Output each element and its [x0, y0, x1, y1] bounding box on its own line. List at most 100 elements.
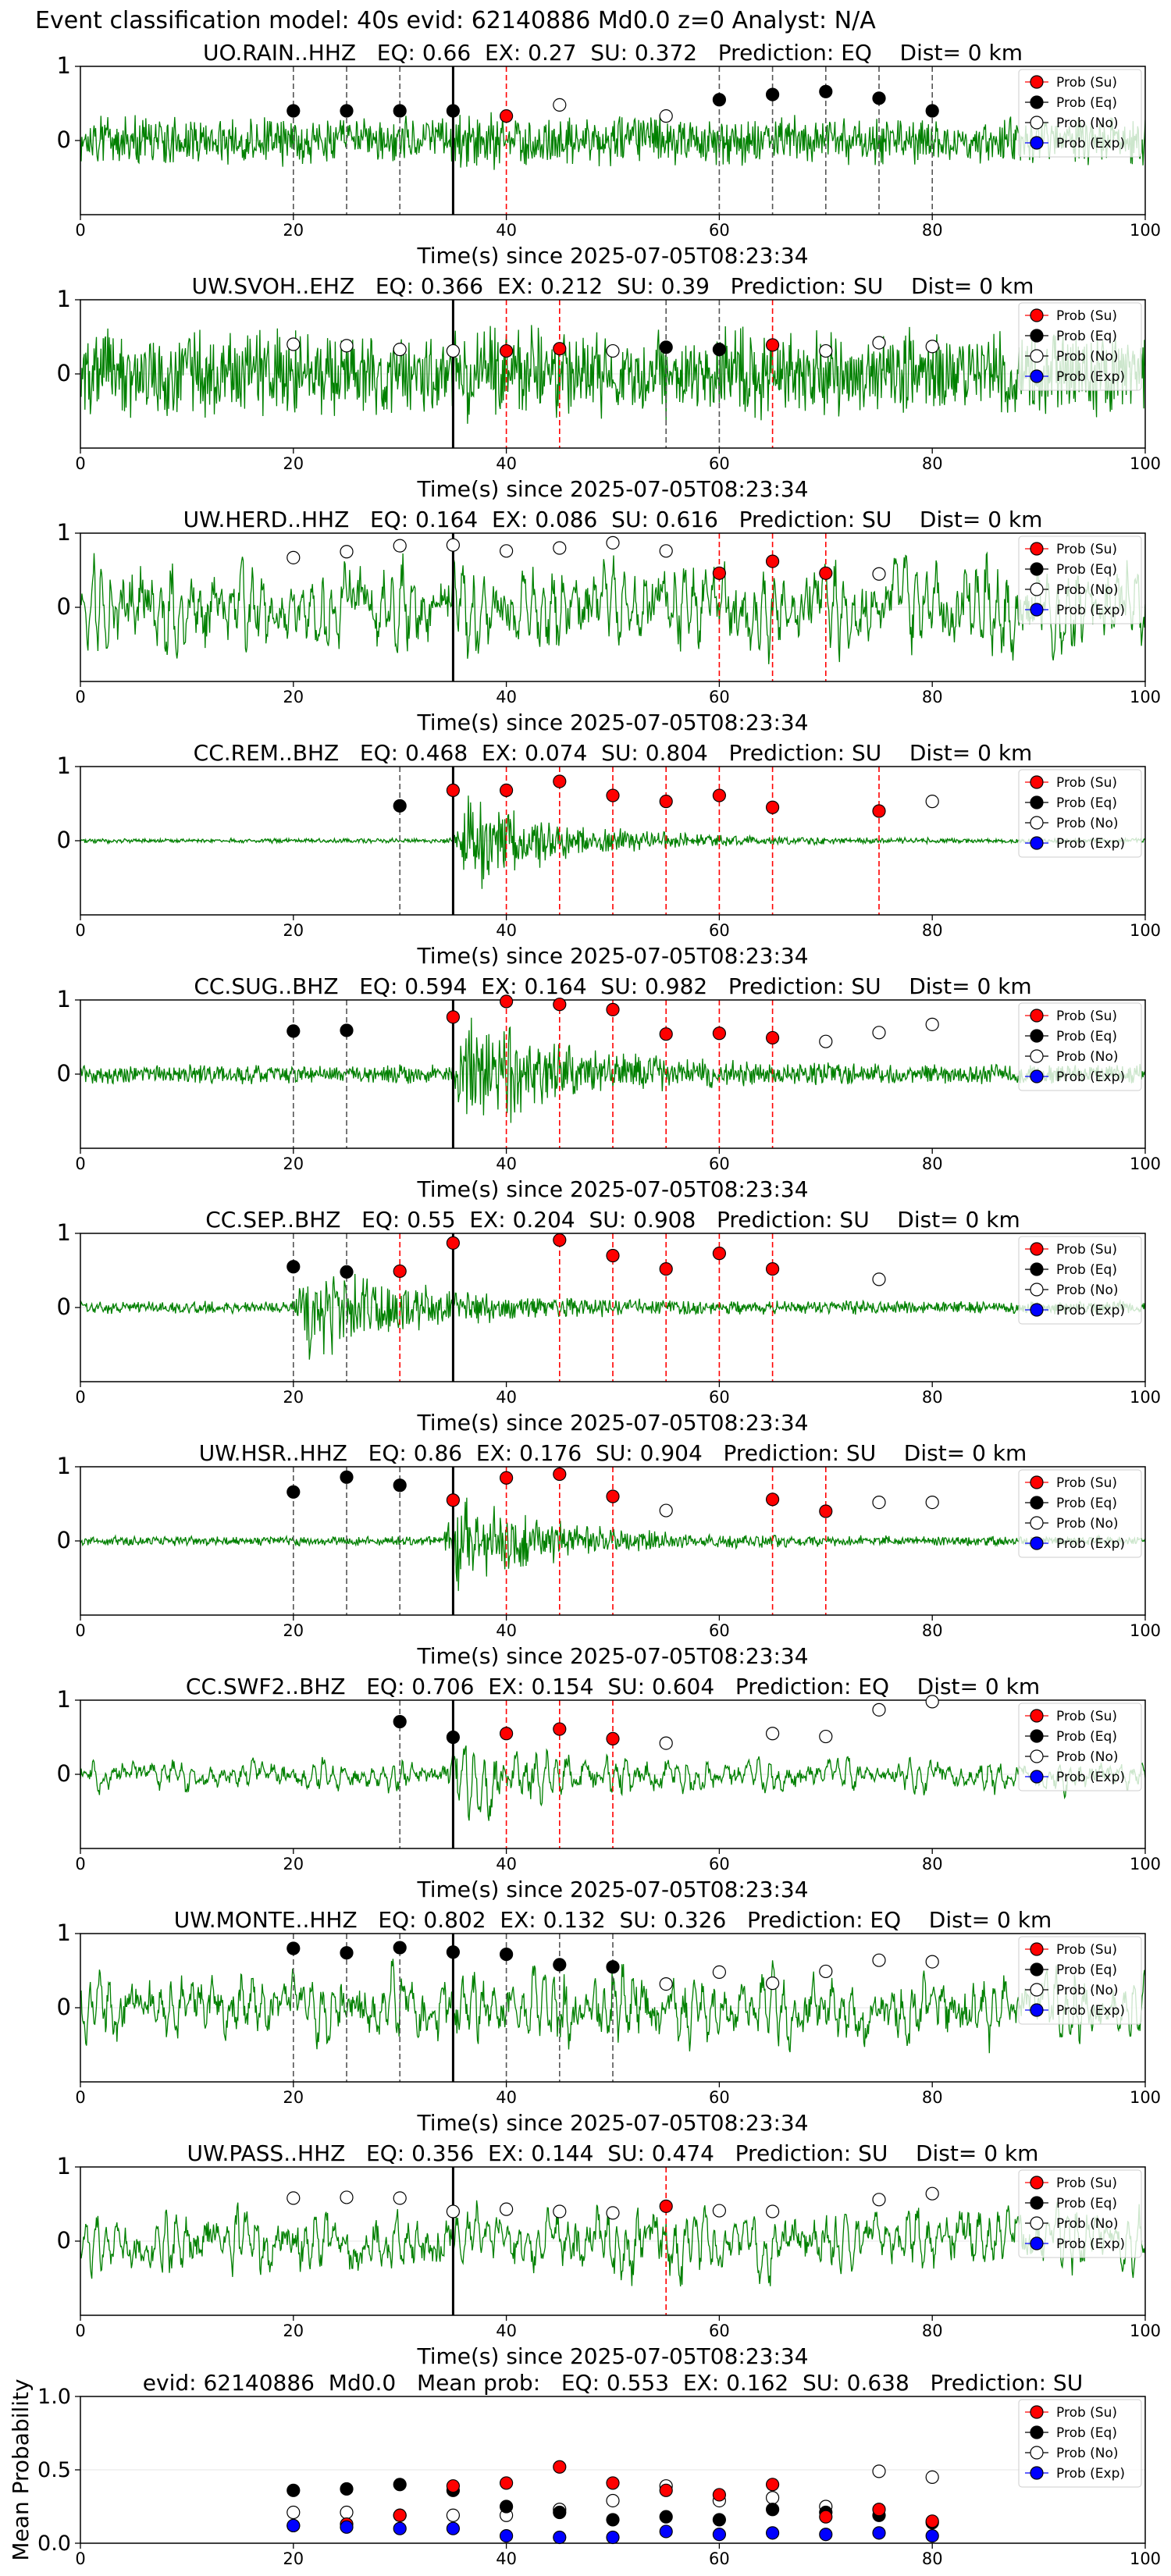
legend-label: Prob (Exp) — [1056, 1303, 1125, 1318]
x-tick-label: 100 — [1130, 1855, 1161, 1873]
prob-point-no — [606, 343, 620, 358]
mean-prob-point-su — [606, 2476, 620, 2490]
x-tick-label: 100 — [1130, 688, 1161, 706]
prob-point-su — [499, 1727, 514, 1741]
legend: Prob (Su) Prob (Eq) Prob (No) Prob (Exp) — [1018, 535, 1142, 624]
prob-point-no — [819, 1729, 833, 1744]
mean-prob-point-exp — [606, 2530, 620, 2545]
subplot-4: 0 20 40 60 80 100 0 1 CC.REM..BHZ EQ: 0.468 EX: … — [57, 740, 1162, 969]
mean-prob-point-eq — [287, 2483, 301, 2497]
prob-point-no — [872, 1703, 886, 1717]
legend-marker-eq — [1030, 1262, 1044, 1276]
subplot-5: 0 20 40 60 80 100 0 1 CC.SUG..BHZ EQ: 0.594 EX: … — [57, 973, 1162, 1202]
legend-label: Prob (Eq) — [1056, 562, 1117, 578]
probability-points — [287, 1467, 939, 1518]
waveform-trace — [80, 325, 1145, 424]
prob-point-su — [712, 1247, 727, 1261]
prob-point-su — [659, 795, 673, 809]
legend-label: Prob (Eq) — [1056, 1029, 1117, 1044]
prob-point-su — [712, 566, 727, 580]
legend-box — [1018, 302, 1142, 391]
x-tick-label: 0 — [75, 2322, 85, 2340]
legend-marker-eq — [1030, 562, 1044, 576]
prob-point-su — [606, 1002, 620, 1016]
mean-prob-point-no — [287, 2505, 301, 2520]
x-tick-label: 20 — [283, 1155, 304, 1173]
legend-label: Prob (Eq) — [1056, 329, 1117, 344]
y-tick-label: 1 — [57, 52, 71, 79]
mean-prob-point-eq — [393, 2478, 407, 2492]
y-tick-label: 1.0 — [37, 2385, 71, 2409]
y-tick-label: 1 — [57, 986, 71, 1012]
legend-box — [1018, 769, 1142, 858]
y-tick-label: 0 — [57, 1060, 71, 1087]
y-axis-label: Mean Probability — [8, 2379, 34, 2560]
y-tick-label: 0 — [57, 1527, 71, 1553]
legend-label: Prob (Eq) — [1056, 1729, 1117, 1745]
prob-point-su — [872, 804, 886, 818]
waveform-trace — [80, 551, 1145, 664]
probability-points — [287, 336, 939, 358]
prob-point-no — [765, 1727, 780, 1741]
legend: Prob (Su) Prob (Eq) Prob (No) Prob (Exp) — [1018, 769, 1142, 858]
prob-point-su — [499, 994, 514, 1009]
y-tick-label: 1 — [57, 519, 71, 546]
y-tick-label: 1 — [57, 2153, 71, 2179]
legend-label: Prob (Exp) — [1056, 2466, 1125, 2482]
prob-point-no — [446, 2204, 461, 2218]
legend-label: Prob (Su) — [1056, 1009, 1117, 1024]
x-tick-label: 80 — [922, 2549, 943, 2568]
mean-prob-point-no — [446, 2508, 461, 2522]
prob-point-eq — [712, 93, 727, 107]
x-tick-label: 80 — [922, 2322, 943, 2340]
mean-prob-point-su — [659, 2483, 673, 2497]
prob-point-eq — [340, 1470, 354, 1484]
legend-label: Prob (Su) — [1056, 1942, 1117, 1958]
prob-point-eq — [287, 1024, 301, 1038]
legend-label: Prob (No) — [1056, 582, 1119, 598]
probability-points — [287, 1233, 886, 1286]
legend-label: Prob (Su) — [1056, 775, 1117, 791]
prob-point-eq — [393, 1478, 407, 1493]
y-tick-label: 0 — [57, 593, 71, 620]
legend-marker-no — [1030, 816, 1044, 830]
legend-marker-no — [1030, 1516, 1044, 1530]
x-tick-label: 100 — [1130, 921, 1161, 940]
x-tick-label: 40 — [496, 921, 517, 940]
prob-point-eq — [287, 1260, 301, 1274]
legend-label: Prob (Su) — [1056, 75, 1117, 91]
prob-point-no — [287, 550, 301, 564]
legend-marker-su — [1030, 1709, 1044, 1723]
prob-point-su — [765, 554, 780, 568]
subplot-title: UW.MONTE..HHZ EQ: 0.802 EX: 0.132 SU: 0.… — [174, 1907, 1052, 1933]
prob-point-eq — [340, 1023, 354, 1037]
legend-label: Prob (No) — [1056, 2216, 1119, 2232]
y-tick-label: 0 — [57, 827, 71, 853]
y-tick-label: 0 — [57, 1994, 71, 2020]
prob-point-eq — [499, 1948, 514, 1962]
mean-prob-point-no — [925, 2470, 939, 2484]
x-tick-label: 100 — [1130, 1388, 1161, 1407]
x-tick-label: 60 — [709, 2549, 730, 2568]
prob-point-su — [553, 1722, 567, 1736]
x-axis-label: Time(s) since 2025-07-05T08:23:34 — [416, 1176, 808, 1202]
legend-label: Prob (Exp) — [1056, 1536, 1125, 1552]
prob-point-no — [446, 343, 461, 358]
x-axis-label: Time(s) since 2025-07-05T08:23:34 — [416, 1643, 808, 1669]
y-tick-label: 0 — [57, 1293, 71, 1320]
prob-point-eq — [606, 1960, 620, 1974]
prob-point-no — [765, 2204, 780, 2218]
legend-label: Prob (Eq) — [1056, 2196, 1117, 2211]
subplot-title: UO.RAIN..HHZ EQ: 0.66 EX: 0.27 SU: 0.372… — [203, 40, 1023, 66]
x-tick-label: 0 — [75, 454, 85, 473]
legend-box — [1018, 1703, 1142, 1791]
x-tick-label: 80 — [922, 2088, 943, 2107]
mean-prob-point-no — [340, 2505, 354, 2520]
legend-label: Prob (Su) — [1056, 1475, 1117, 1491]
mean-prob-point-exp — [446, 2521, 461, 2535]
prob-point-no — [872, 2193, 886, 2207]
x-tick-label: 80 — [922, 688, 943, 706]
legend-marker-su — [1030, 1242, 1044, 1256]
